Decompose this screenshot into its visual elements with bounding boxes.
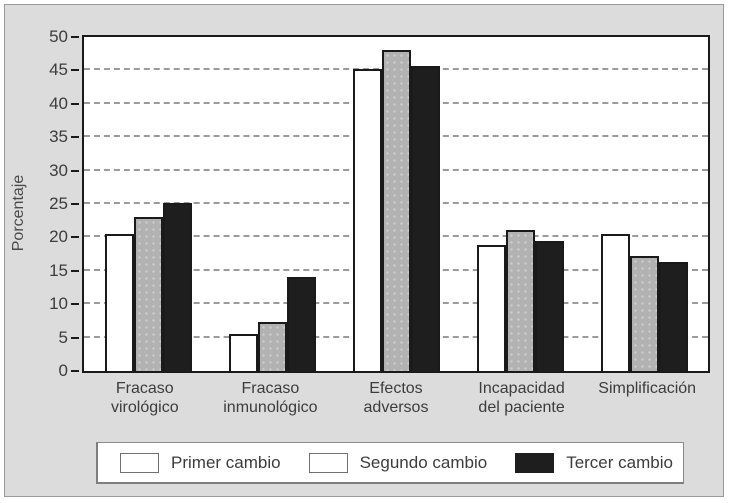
y-tick-mark — [71, 269, 79, 272]
y-tick-mark — [71, 169, 79, 172]
bars-container — [86, 37, 706, 371]
bar — [352, 69, 382, 371]
bar-group-5 — [582, 37, 706, 371]
bar-group-2 — [210, 37, 334, 371]
x-category-label-2: Fracaso inmunológico — [223, 380, 318, 416]
bar — [476, 245, 506, 371]
bar — [410, 65, 440, 371]
bar — [381, 50, 411, 371]
legend-item: Segundo cambio — [308, 452, 488, 473]
chart-panel: Porcentaje 0 5 10 15 20 25 30 35 40 45 50 Fracaso v… — [4, 4, 724, 497]
legend-label: Tercer cambio — [566, 452, 673, 472]
legend-item: Tercer cambio — [515, 452, 673, 473]
bar-group-4 — [458, 37, 582, 371]
bar — [162, 202, 192, 371]
x-category-label-1: Fracaso virológico — [111, 380, 179, 416]
y-tick-label: 30 — [49, 160, 68, 180]
bar — [629, 256, 659, 371]
bar-group-1 — [86, 37, 210, 371]
y-tick-label: 5 — [58, 327, 68, 347]
bar — [228, 333, 258, 371]
legend: Primer cambio Segundo cambio Tercer camb… — [96, 442, 684, 484]
y-tick-label: 45 — [49, 60, 68, 80]
y-tick-mark — [71, 136, 79, 139]
legend-label: Segundo cambio — [359, 452, 488, 472]
y-tick-label: 50 — [49, 27, 68, 46]
bar — [104, 234, 134, 371]
legend-swatch-primer-cambio — [120, 452, 159, 473]
y-tick-label: 35 — [49, 127, 68, 147]
bar — [534, 240, 564, 371]
y-tick-mark — [71, 336, 79, 339]
x-category-label-5: Simplificación — [598, 380, 697, 397]
bar — [286, 277, 316, 371]
x-category-label-3: Efectos adversos — [363, 380, 429, 416]
x-axis-labels: Fracaso virológico Fracaso inmunológico Efec… — [82, 379, 710, 417]
bar — [658, 262, 688, 371]
plot-area — [82, 35, 710, 373]
y-tick-label: 0 — [58, 361, 68, 380]
x-category-label-4: Incapacidad del paciente — [478, 380, 565, 416]
bar-group-3 — [334, 37, 458, 371]
y-tick-label: 15 — [49, 260, 68, 280]
y-tick-mark — [71, 203, 79, 205]
y-tick-label: 40 — [49, 93, 68, 113]
y-tick-label: 10 — [49, 294, 68, 314]
legend-item: Primer cambio — [120, 452, 281, 473]
bar — [600, 234, 630, 371]
legend-label: Primer cambio — [171, 452, 281, 472]
legend-swatch-segundo-cambio — [308, 452, 348, 473]
legend-swatch-tercer-cambio — [515, 452, 555, 473]
y-tick-mark — [71, 303, 79, 306]
bar — [257, 322, 287, 371]
y-tick-label: 20 — [49, 227, 68, 247]
y-tick-mark — [71, 236, 79, 239]
y-axis-title: Porcentaje — [10, 174, 27, 252]
y-tick-mark — [71, 370, 79, 372]
y-tick-mark — [71, 102, 79, 105]
y-tick-label: 25 — [49, 194, 68, 213]
y-tick-mark — [71, 36, 79, 38]
bar — [133, 216, 163, 371]
y-tick-mark — [71, 69, 79, 72]
bar — [505, 230, 535, 371]
